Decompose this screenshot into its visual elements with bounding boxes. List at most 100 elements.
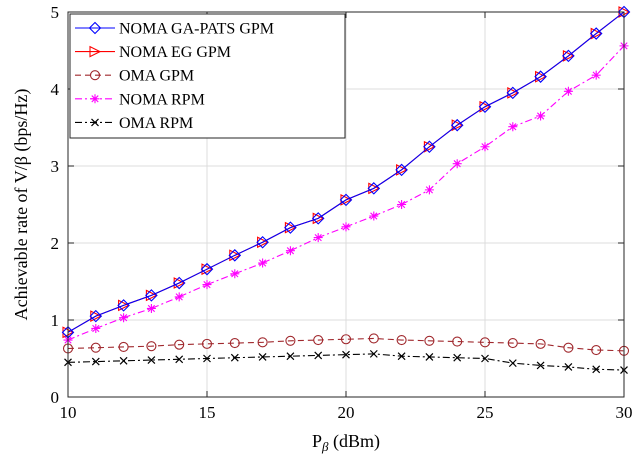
data-point [90,342,101,353]
data-point [314,351,323,360]
data-point [339,193,353,207]
data-point [229,338,240,349]
data-point [203,354,211,363]
data-point [311,212,325,225]
data-point [119,356,128,365]
y-axis-label: Achievable rate of V/β (bps/Hz) [11,89,32,321]
data-point [230,353,239,362]
data-point [284,221,297,234]
legend-box [69,13,346,139]
data-point [536,111,546,121]
x-tick-label: 15 [199,403,216,422]
series-layer [61,5,631,374]
data-point [423,140,436,154]
data-point [508,359,517,368]
data-point [478,100,492,113]
legend-entry: NOMA EG GPM [75,44,231,61]
x-tick-label: 30 [616,403,633,422]
data-point [452,336,463,347]
data-point [397,352,406,361]
data-point [563,86,573,96]
legend-entry: NOMA RPM [75,91,205,108]
data-point [117,299,130,312]
data-point [481,354,489,363]
legend-marker [89,45,102,58]
data-point [200,262,214,276]
data-point [450,118,464,132]
data-point [147,356,156,364]
data-point [397,200,407,209]
x-axis-label: Pβ (dBm) [312,431,380,454]
data-point [230,269,240,279]
data-point [202,280,212,290]
x-tick-label: 25 [477,403,494,422]
data-point [424,185,434,195]
legend-entry: OMA GPM [75,68,194,85]
series-0 [61,5,631,339]
legend-label: NOMA RPM [119,91,205,108]
data-point [562,49,575,63]
legend-marker [90,94,100,104]
data-point [342,350,350,359]
data-point [368,333,379,344]
data-point [257,337,268,348]
data-point [285,335,296,346]
data-point [369,211,379,221]
data-point [535,338,546,349]
legend-label: NOMA EG GPM [119,44,231,61]
legend-entry: NOMA GA-PATS GPM [75,21,274,38]
data-point [341,222,351,232]
data-point [175,355,184,364]
data-point [285,246,295,256]
data-point [146,341,157,352]
data-point [118,341,129,353]
x-tick-label: 10 [60,403,77,422]
data-point [146,303,156,313]
y-tick-label: 5 [51,3,60,22]
y-tick-label: 0 [51,388,60,407]
series-line [67,337,625,352]
data-point [91,323,101,333]
y-tick-label: 3 [51,157,60,176]
data-point [534,70,547,83]
data-point [536,361,545,370]
data-point [507,338,518,349]
data-point [506,86,520,100]
data-point [592,365,601,374]
legend-marker [91,118,99,127]
data-point [452,159,462,169]
data-point [119,313,129,323]
data-point [424,335,435,346]
legend-marker [89,70,101,81]
legend-marker [88,21,102,35]
series-line [67,353,625,371]
series-2 [62,333,630,356]
data-point [258,258,268,268]
series-4 [64,349,628,374]
legend-entry: OMA RPM [75,115,193,132]
data-point [201,338,213,349]
data-point [367,182,381,195]
legend-label: OMA GPM [119,68,194,85]
data-point [174,292,184,302]
data-point [395,163,408,177]
data-point [563,342,574,353]
data-point [145,289,158,302]
data-point [508,122,518,132]
legend-label: NOMA GA-PATS GPM [119,21,274,38]
data-point [425,353,434,361]
y-tick-label: 2 [51,234,60,253]
series-line [67,11,625,333]
data-point [591,344,602,356]
data-point [228,249,242,262]
y-tick-label: 1 [51,311,60,330]
data-point [564,363,573,371]
data-point [258,353,267,361]
legend-label: OMA RPM [119,115,193,132]
data-point [453,353,462,362]
data-point [89,309,103,323]
data-point [480,142,490,152]
legend: NOMA GA-PATS GPM NOMA EG GPM OMA GPM NOMA R… [69,13,346,139]
data-point [313,233,323,243]
data-point [172,276,186,290]
